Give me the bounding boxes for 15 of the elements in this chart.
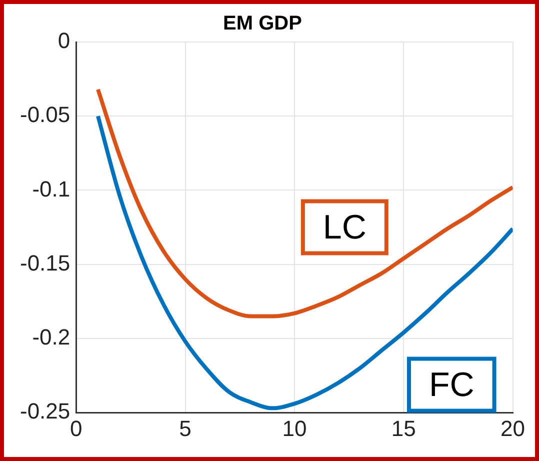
chart-title: EM GDP	[223, 12, 302, 35]
y-tick-label: -0.1	[32, 176, 70, 202]
y-tick-label: -0.25	[20, 398, 70, 424]
x-tick-label: 5	[179, 416, 192, 441]
y-tick-label: -0.2	[32, 324, 70, 350]
x-tick-label: 10	[282, 416, 307, 441]
line-series	[96, 87, 513, 318]
y-tick-label: -0.05	[20, 102, 70, 128]
line-series	[96, 114, 513, 410]
x-tick-label: 15	[391, 416, 416, 441]
y-tick-label: 0	[58, 28, 70, 54]
series-label: FC	[428, 366, 474, 404]
x-tick-label: 20	[500, 416, 526, 441]
series-label: LC	[322, 208, 366, 247]
y-tick-label: -0.15	[20, 250, 70, 276]
